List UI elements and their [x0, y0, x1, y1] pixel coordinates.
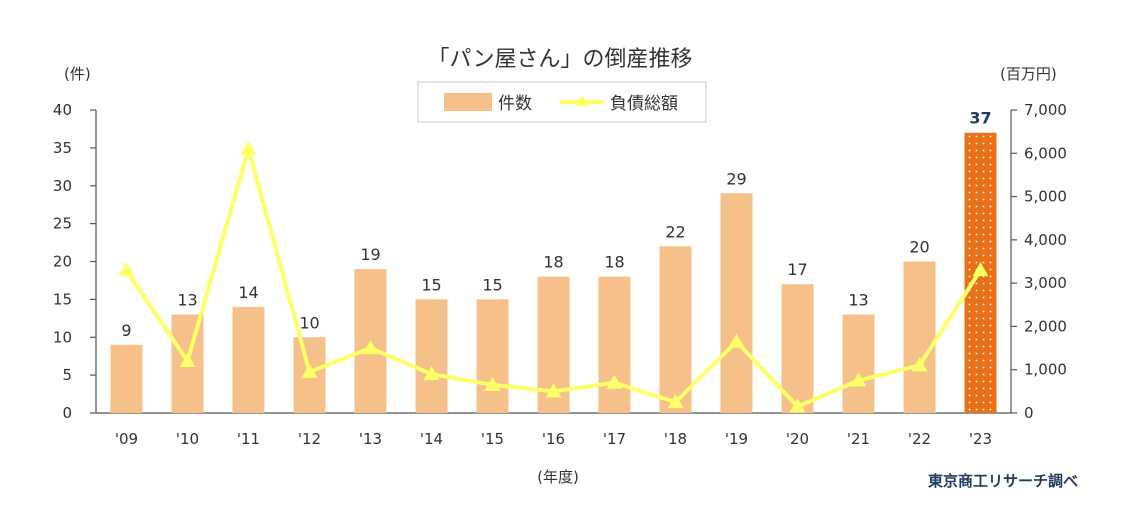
line-point — [301, 363, 318, 378]
x-tick-label: '20 — [786, 430, 809, 448]
x-tick-label: '17 — [603, 430, 626, 448]
x-tick-label: '13 — [359, 430, 382, 448]
line-series — [118, 140, 989, 413]
y-left-tick-label: 15 — [53, 290, 72, 308]
y-right-tick-label: 2,000 — [1024, 317, 1067, 335]
x-tick-label: '23 — [969, 430, 992, 448]
bar-data-label: 10 — [299, 313, 319, 332]
y-right-ticks: 0 1,000 2,000 3,000 4,000 5,000 6,000 7,000 — [1011, 101, 1067, 422]
y-left-tick-label: 10 — [53, 328, 72, 346]
y-left-tick-label: 5 — [62, 366, 72, 384]
bar — [781, 284, 814, 413]
x-tick-label: '22 — [908, 430, 931, 448]
y-right-unit: (百万円) — [1000, 65, 1057, 83]
y-left-tick-label: 20 — [53, 253, 72, 271]
bar-data-label: 20 — [909, 238, 929, 257]
bar-data-label: 22 — [665, 222, 685, 241]
y-right-tick-label: 3,000 — [1024, 274, 1067, 292]
bar-data-label: 17 — [787, 260, 807, 279]
bar — [110, 344, 143, 413]
x-tick-label: '10 — [176, 430, 199, 448]
y-right-tick-label: 0 — [1024, 404, 1034, 422]
x-tick-label: '15 — [481, 430, 504, 448]
bar-data-label: 15 — [421, 275, 441, 294]
bar — [903, 261, 936, 413]
x-tick-label: '11 — [237, 430, 260, 448]
bar — [659, 246, 692, 413]
x-tick-label: '19 — [725, 430, 748, 448]
bar-data-label: 18 — [604, 253, 624, 272]
bar — [842, 314, 875, 413]
bar-data-label: 14 — [238, 283, 258, 302]
bar — [415, 299, 448, 413]
bar-data-label: 13 — [848, 291, 868, 310]
bar-data-label: 9 — [121, 321, 131, 340]
legend-label-line: 負債総額 — [610, 94, 678, 114]
y-left-unit: (件) — [64, 65, 91, 83]
x-tick-label: '14 — [420, 430, 443, 448]
line-point — [179, 353, 196, 368]
line-point — [850, 372, 867, 387]
bar-data-label: 13 — [177, 291, 197, 310]
line-point — [545, 383, 562, 398]
bar-data-label: 37 — [969, 109, 991, 128]
y-left-tick-label: 25 — [53, 215, 72, 233]
y-left-tick-label: 0 — [62, 404, 72, 422]
bar-data-labels: 9 13 14 10 19 15 15 18 18 22 29 17 13 20 37 — [121, 109, 991, 340]
y-right-tick-label: 7,000 — [1024, 101, 1067, 119]
bar-data-label: 18 — [543, 253, 563, 272]
source-note: 東京商工リサーチ調べ — [928, 472, 1078, 490]
line-point — [789, 398, 806, 413]
line-point — [972, 262, 989, 277]
x-axis-label: (年度) — [537, 468, 579, 486]
y-right-tick-label: 4,000 — [1024, 231, 1067, 249]
line-point — [911, 357, 928, 372]
x-tick-label: '16 — [542, 430, 565, 448]
x-tick-label: '12 — [298, 430, 321, 448]
bar-series — [110, 132, 997, 413]
bar-data-label: 29 — [726, 169, 746, 188]
line-point — [484, 376, 501, 391]
line-point — [728, 333, 745, 348]
chart-title: 「パン屋さん」の倒産推移 — [427, 47, 692, 72]
x-tick-label: '18 — [664, 430, 687, 448]
bar — [232, 306, 265, 413]
y-right-tick-label: 6,000 — [1024, 144, 1067, 162]
legend-swatch-bar — [444, 93, 492, 111]
line-point — [118, 262, 135, 277]
line-point — [423, 366, 440, 381]
y-left-tick-label: 35 — [53, 139, 72, 157]
line-point — [667, 394, 684, 409]
bar-data-label: 19 — [360, 245, 380, 264]
y-left-ticks: 0 5 10 15 20 25 30 35 40 — [53, 101, 96, 422]
legend-label-bar: 件数 — [498, 94, 532, 114]
bar — [476, 299, 509, 413]
x-tick-label: '09 — [115, 430, 138, 448]
x-tick-label: '21 — [847, 430, 870, 448]
legend-swatch-marker — [575, 95, 589, 106]
line-point — [362, 340, 379, 355]
y-right-tick-label: 1,000 — [1024, 361, 1067, 379]
bar — [720, 193, 753, 413]
line-point — [240, 140, 257, 155]
y-left-tick-label: 30 — [53, 177, 72, 195]
line-point — [606, 374, 623, 389]
bar — [598, 276, 631, 413]
legend: 件数 負債総額 — [417, 81, 707, 123]
bar-data-label: 15 — [482, 275, 502, 294]
x-tick-labels: '09 '10 '11 '12 '13 '14 '15 '16 '17 '18 '19 '20 '21 '… — [115, 430, 992, 448]
y-left-tick-label: 40 — [53, 101, 72, 119]
y-right-tick-label: 5,000 — [1024, 188, 1067, 206]
